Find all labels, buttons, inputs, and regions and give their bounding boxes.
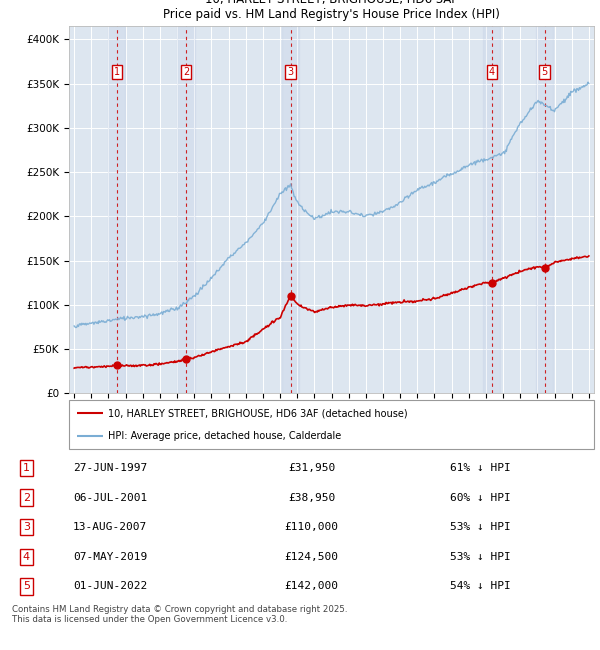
Text: 3: 3 bbox=[287, 67, 294, 77]
Text: 3: 3 bbox=[23, 522, 30, 532]
Bar bbox=[178, 26, 194, 393]
Text: 2: 2 bbox=[23, 493, 30, 502]
Text: 54% ↓ HPI: 54% ↓ HPI bbox=[450, 582, 511, 592]
Text: 01-JUN-2022: 01-JUN-2022 bbox=[73, 582, 147, 592]
Text: £38,950: £38,950 bbox=[288, 493, 335, 502]
Text: 4: 4 bbox=[489, 67, 495, 77]
Text: 53% ↓ HPI: 53% ↓ HPI bbox=[450, 522, 511, 532]
Text: 1: 1 bbox=[23, 463, 30, 473]
Text: 07-MAY-2019: 07-MAY-2019 bbox=[73, 552, 147, 562]
Text: £124,500: £124,500 bbox=[284, 552, 338, 562]
Bar bbox=[536, 26, 553, 393]
Text: £142,000: £142,000 bbox=[284, 582, 338, 592]
Text: 2: 2 bbox=[183, 67, 189, 77]
Text: Contains HM Land Registry data © Crown copyright and database right 2025.
This d: Contains HM Land Registry data © Crown c… bbox=[12, 604, 347, 624]
Text: HPI: Average price, detached house, Calderdale: HPI: Average price, detached house, Cald… bbox=[109, 432, 341, 441]
Text: 10, HARLEY STREET, BRIGHOUSE, HD6 3AF (detached house): 10, HARLEY STREET, BRIGHOUSE, HD6 3AF (d… bbox=[109, 408, 408, 419]
Text: 4: 4 bbox=[23, 552, 30, 562]
Text: 1: 1 bbox=[114, 67, 120, 77]
Text: 5: 5 bbox=[23, 582, 30, 592]
Text: 27-JUN-1997: 27-JUN-1997 bbox=[73, 463, 147, 473]
FancyBboxPatch shape bbox=[69, 400, 594, 448]
Bar bbox=[282, 26, 299, 393]
Text: £31,950: £31,950 bbox=[288, 463, 335, 473]
Bar bbox=[484, 26, 500, 393]
Text: 06-JUL-2001: 06-JUL-2001 bbox=[73, 493, 147, 502]
Bar bbox=[108, 26, 125, 393]
Text: 61% ↓ HPI: 61% ↓ HPI bbox=[450, 463, 511, 473]
Text: £110,000: £110,000 bbox=[284, 522, 338, 532]
Text: 13-AUG-2007: 13-AUG-2007 bbox=[73, 522, 147, 532]
Title: 10, HARLEY STREET, BRIGHOUSE, HD6 3AF
Price paid vs. HM Land Registry's House Pr: 10, HARLEY STREET, BRIGHOUSE, HD6 3AF Pr… bbox=[163, 0, 500, 21]
Text: 60% ↓ HPI: 60% ↓ HPI bbox=[450, 493, 511, 502]
Text: 53% ↓ HPI: 53% ↓ HPI bbox=[450, 552, 511, 562]
Text: 5: 5 bbox=[541, 67, 548, 77]
